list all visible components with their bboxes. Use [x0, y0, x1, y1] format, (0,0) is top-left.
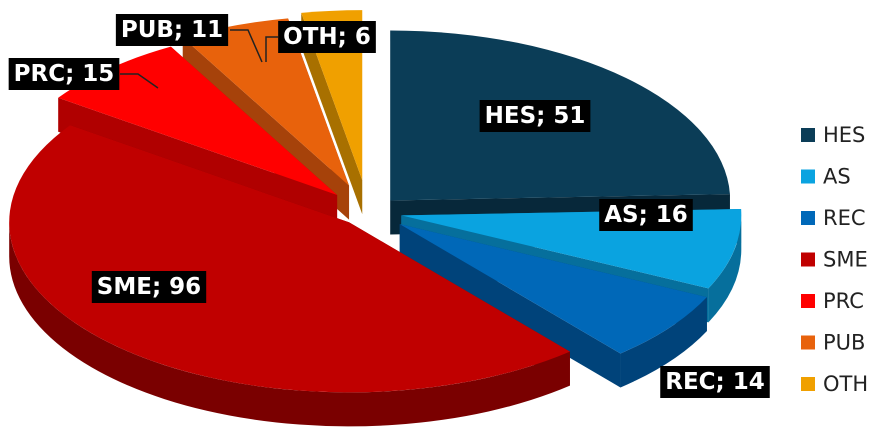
slice-wall-oth-start — [301, 12, 363, 215]
data-label-text: REC; 14 — [665, 369, 765, 395]
legend-item-as: AS — [801, 165, 851, 189]
slice-top-pub — [182, 18, 350, 186]
leader-lines — [120, 29, 278, 89]
legend-swatch — [801, 294, 815, 308]
data-label-text: HES; 51 — [485, 103, 586, 129]
legend-item-prc: PRC — [801, 289, 864, 313]
legend-item-oth: OTH — [801, 372, 868, 396]
legend-label: HES — [823, 123, 865, 147]
leader-line-pub — [230, 29, 263, 63]
data-label-box — [278, 21, 376, 53]
legend-item-sme: SME — [801, 248, 868, 272]
data-label-as: AS; 16 — [599, 199, 693, 231]
legend-swatch — [801, 211, 815, 225]
legend-swatch — [801, 252, 815, 267]
data-label-text: SME; 96 — [97, 274, 201, 300]
legend-label: REC — [823, 206, 866, 230]
data-label-text: PUB; 11 — [121, 17, 223, 43]
slice-top-prc — [58, 46, 338, 195]
data-label-box — [660, 366, 770, 398]
data-label-rec: REC; 14 — [660, 366, 770, 398]
data-label-box — [115, 14, 229, 46]
slice-top-sme — [9, 125, 570, 393]
legend-item-hes: HES — [801, 123, 865, 147]
data-label-box — [599, 199, 693, 231]
data-label-text: OTH; 6 — [283, 24, 371, 50]
data-label-box — [91, 271, 207, 303]
data-label-box — [8, 58, 120, 90]
slice-rim-rec — [620, 297, 707, 388]
slice-wall-rec-end — [399, 224, 621, 388]
data-label-oth: OTH; 6 — [278, 21, 376, 53]
legend-label: PUB — [823, 331, 865, 355]
leader-line-oth — [265, 36, 278, 62]
legend-swatch — [801, 377, 815, 391]
leader-line-prc — [120, 73, 159, 89]
data-label-box — [479, 100, 591, 132]
data-label-text: AS; 16 — [604, 202, 688, 228]
slice-rec — [399, 224, 707, 388]
legend-swatch — [801, 128, 815, 142]
slice-rim-sme — [9, 222, 570, 427]
legend-item-rec: REC — [801, 206, 866, 230]
legend: HES AS REC SME PRC PUB OTH — [801, 123, 868, 396]
data-label-pub: PUB; 11 — [115, 14, 229, 46]
legend-label: OTH — [823, 372, 868, 396]
slice-top-rec — [399, 224, 707, 354]
legend-swatch — [801, 169, 815, 184]
legend-item-pub: PUB — [801, 331, 865, 355]
data-label-sme: SME; 96 — [91, 271, 207, 303]
legend-label: SME — [823, 248, 868, 272]
legend-label: PRC — [823, 289, 864, 313]
data-label-text: PRC; 15 — [14, 61, 115, 87]
slice-sme — [9, 125, 570, 427]
slice-rim-as — [708, 215, 742, 323]
data-label-prc: PRC; 15 — [8, 58, 120, 90]
legend-label: AS — [823, 165, 851, 189]
data-label-hes: HES; 51 — [479, 100, 591, 132]
legend-swatch — [801, 335, 815, 350]
